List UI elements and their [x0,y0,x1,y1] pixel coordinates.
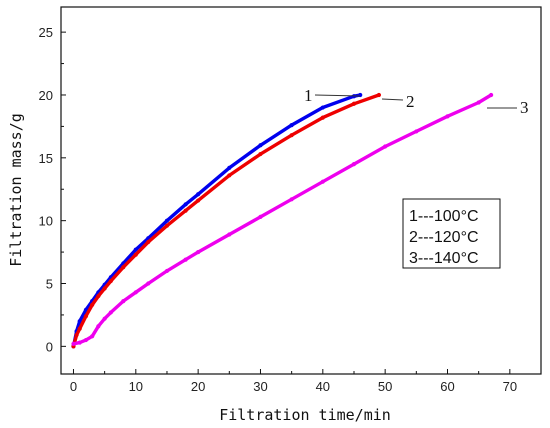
series-2-point [133,252,138,257]
callout-label-3: 3 [520,98,529,117]
series-line-2 [71,93,381,348]
series-3-point [489,92,494,98]
series-3-point [96,324,101,329]
x-axis-title: Filtration time/min [219,406,391,424]
x-tick-label: 40 [316,379,330,394]
series-1-point [133,247,138,252]
series-3-point [196,249,201,255]
series-2-point [74,332,79,338]
series-1-point [258,143,263,148]
series-3-point [445,114,450,119]
series-3-point [227,232,232,237]
series-1-point [227,165,232,170]
series-2-point [121,265,126,270]
x-tick-label: 10 [129,379,143,394]
series-1-point [289,123,294,128]
callout-line-1 [314,94,361,97]
series-1-point [183,202,188,207]
series-3-point [289,197,294,202]
series-3-point [476,100,481,105]
axes-layer: 0 10 20 30 40 50 60 70 0 5 10 15 20 25 [39,25,518,394]
series-3-point [383,144,388,149]
series-3-point [258,214,263,219]
legend-entry-2: 2---120°C [409,229,479,246]
series-3-point [133,290,138,295]
callout-line-2 [381,98,404,101]
y-axis-title: Filtration mass/g [7,113,25,267]
x-tick-label: 0 [70,379,77,394]
series-3-point [414,129,419,134]
legend-entry-1: 1---100°C [409,208,479,225]
x-tick-label: 60 [440,379,454,394]
y-tick-label: 5 [46,277,53,292]
callout-label-1: 1 [304,86,313,105]
series-2-point [289,133,294,138]
series-2-point [196,198,201,203]
series-2-point [96,293,101,299]
callout-label-2: 2 [406,92,415,111]
y-tick-label: 20 [39,88,53,103]
series-2-point [227,173,232,178]
series-3-point [108,310,113,315]
series-3-point [90,334,95,339]
series-2-point [164,223,170,228]
series-3-point [320,179,325,184]
legend: 1---100°C 2---120°C 3---140°C [402,198,501,269]
series-3-point [121,299,126,304]
legend-box [402,198,501,269]
series-1-point [196,192,201,197]
y-tick-label: 25 [39,25,53,40]
plot-frame [60,6,542,375]
series-2-point [90,302,95,307]
series-2-point [320,115,325,120]
legend-entry-3: 3---140°C [409,250,479,267]
series-3-point [351,162,357,167]
series-3-point [146,281,151,286]
series-3-point [183,257,188,262]
series-3-point [77,340,82,345]
plot-area [60,6,542,375]
x-tick-label: 50 [378,379,392,394]
series-1-point [77,319,82,324]
series-2-point [183,208,188,213]
series-3-point [83,337,89,343]
series-layer [71,92,494,349]
series-2-point [146,239,151,245]
series-1-point [320,105,325,110]
y-tick-label: 15 [39,151,53,166]
series-3-point [102,316,107,321]
series-3-point [71,341,76,346]
series-2-point [102,286,107,291]
y-tick-label: 10 [39,214,53,229]
series-2-point [83,314,89,319]
series-1-point [164,218,170,223]
series-2-point [108,278,113,284]
series-2-point [351,101,357,106]
x-tick-label: 20 [191,379,205,394]
series-callouts: 1 2 3 [304,86,529,117]
series-2-point [376,92,382,98]
series-3-point [164,268,170,274]
y-tick-label: 0 [46,339,53,354]
x-tick-label: 70 [503,379,517,394]
series-2-point [258,151,263,157]
x-tick-label: 30 [253,379,267,394]
series-2-point [77,326,82,331]
